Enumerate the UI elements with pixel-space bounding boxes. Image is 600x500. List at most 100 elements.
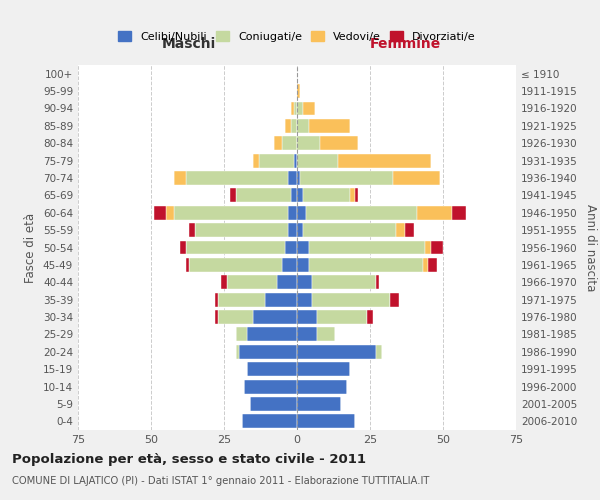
Bar: [297, 292, 311, 306]
Bar: [189, 258, 283, 272]
Bar: [355, 188, 358, 202]
Bar: [259, 154, 294, 168]
Bar: [428, 258, 437, 272]
Bar: [317, 328, 335, 342]
Bar: [396, 223, 405, 237]
Bar: [417, 206, 452, 220]
Bar: [227, 276, 277, 289]
Bar: [308, 119, 350, 133]
Bar: [297, 258, 308, 272]
Bar: [291, 102, 294, 116]
Bar: [218, 310, 253, 324]
Bar: [431, 240, 443, 254]
Bar: [274, 136, 283, 150]
Bar: [247, 362, 297, 376]
Bar: [297, 223, 303, 237]
Bar: [297, 119, 308, 133]
Bar: [288, 206, 297, 220]
Y-axis label: Anni di nascita: Anni di nascita: [584, 204, 597, 291]
Bar: [303, 102, 314, 116]
Bar: [253, 310, 297, 324]
Bar: [236, 328, 247, 342]
Bar: [186, 258, 189, 272]
Bar: [291, 119, 297, 133]
Bar: [286, 240, 297, 254]
Bar: [405, 223, 414, 237]
Text: Popolazione per età, sesso e stato civile - 2011: Popolazione per età, sesso e stato civil…: [12, 452, 366, 466]
Bar: [253, 154, 259, 168]
Bar: [297, 345, 376, 358]
Bar: [244, 380, 297, 394]
Bar: [320, 136, 358, 150]
Bar: [277, 276, 297, 289]
Bar: [300, 171, 394, 185]
Bar: [186, 171, 288, 185]
Y-axis label: Fasce di età: Fasce di età: [25, 212, 37, 282]
Bar: [308, 258, 422, 272]
Bar: [297, 310, 317, 324]
Bar: [215, 310, 218, 324]
Bar: [221, 276, 227, 289]
Bar: [288, 223, 297, 237]
Bar: [376, 345, 382, 358]
Bar: [242, 414, 297, 428]
Bar: [236, 345, 239, 358]
Bar: [283, 136, 297, 150]
Bar: [297, 240, 308, 254]
Bar: [306, 206, 417, 220]
Bar: [311, 292, 391, 306]
Bar: [239, 345, 297, 358]
Text: Maschi: Maschi: [162, 37, 216, 51]
Bar: [283, 258, 297, 272]
Bar: [286, 119, 291, 133]
Bar: [297, 328, 317, 342]
Bar: [303, 188, 350, 202]
Bar: [250, 397, 297, 411]
Bar: [166, 206, 175, 220]
Bar: [297, 102, 303, 116]
Bar: [297, 171, 300, 185]
Bar: [175, 206, 288, 220]
Bar: [394, 171, 440, 185]
Bar: [338, 154, 431, 168]
Bar: [452, 206, 466, 220]
Bar: [180, 240, 186, 254]
Bar: [297, 397, 341, 411]
Bar: [391, 292, 399, 306]
Bar: [291, 188, 297, 202]
Bar: [367, 310, 373, 324]
Bar: [425, 240, 431, 254]
Bar: [297, 154, 338, 168]
Bar: [230, 188, 236, 202]
Bar: [195, 223, 288, 237]
Bar: [265, 292, 297, 306]
Bar: [294, 102, 297, 116]
Bar: [308, 240, 425, 254]
Bar: [186, 240, 286, 254]
Bar: [317, 310, 367, 324]
Text: COMUNE DI LAJATICO (PI) - Dati ISTAT 1° gennaio 2011 - Elaborazione TUTTITALIA.I: COMUNE DI LAJATICO (PI) - Dati ISTAT 1° …: [12, 476, 430, 486]
Bar: [247, 328, 297, 342]
Bar: [236, 188, 291, 202]
Bar: [297, 188, 303, 202]
Bar: [218, 292, 265, 306]
Bar: [297, 276, 311, 289]
Bar: [297, 206, 306, 220]
Bar: [154, 206, 166, 220]
Bar: [288, 171, 297, 185]
Bar: [297, 380, 347, 394]
Bar: [376, 276, 379, 289]
Bar: [297, 362, 350, 376]
Bar: [297, 136, 320, 150]
Bar: [297, 84, 300, 98]
Text: Femmine: Femmine: [370, 37, 440, 51]
Bar: [311, 276, 376, 289]
Bar: [350, 188, 355, 202]
Bar: [422, 258, 428, 272]
Bar: [215, 292, 218, 306]
Bar: [294, 154, 297, 168]
Bar: [303, 223, 396, 237]
Bar: [175, 171, 186, 185]
Legend: Celibi/Nubili, Coniugati/e, Vedovi/e, Divorziati/e: Celibi/Nubili, Coniugati/e, Vedovi/e, Di…: [114, 27, 480, 46]
Bar: [297, 414, 355, 428]
